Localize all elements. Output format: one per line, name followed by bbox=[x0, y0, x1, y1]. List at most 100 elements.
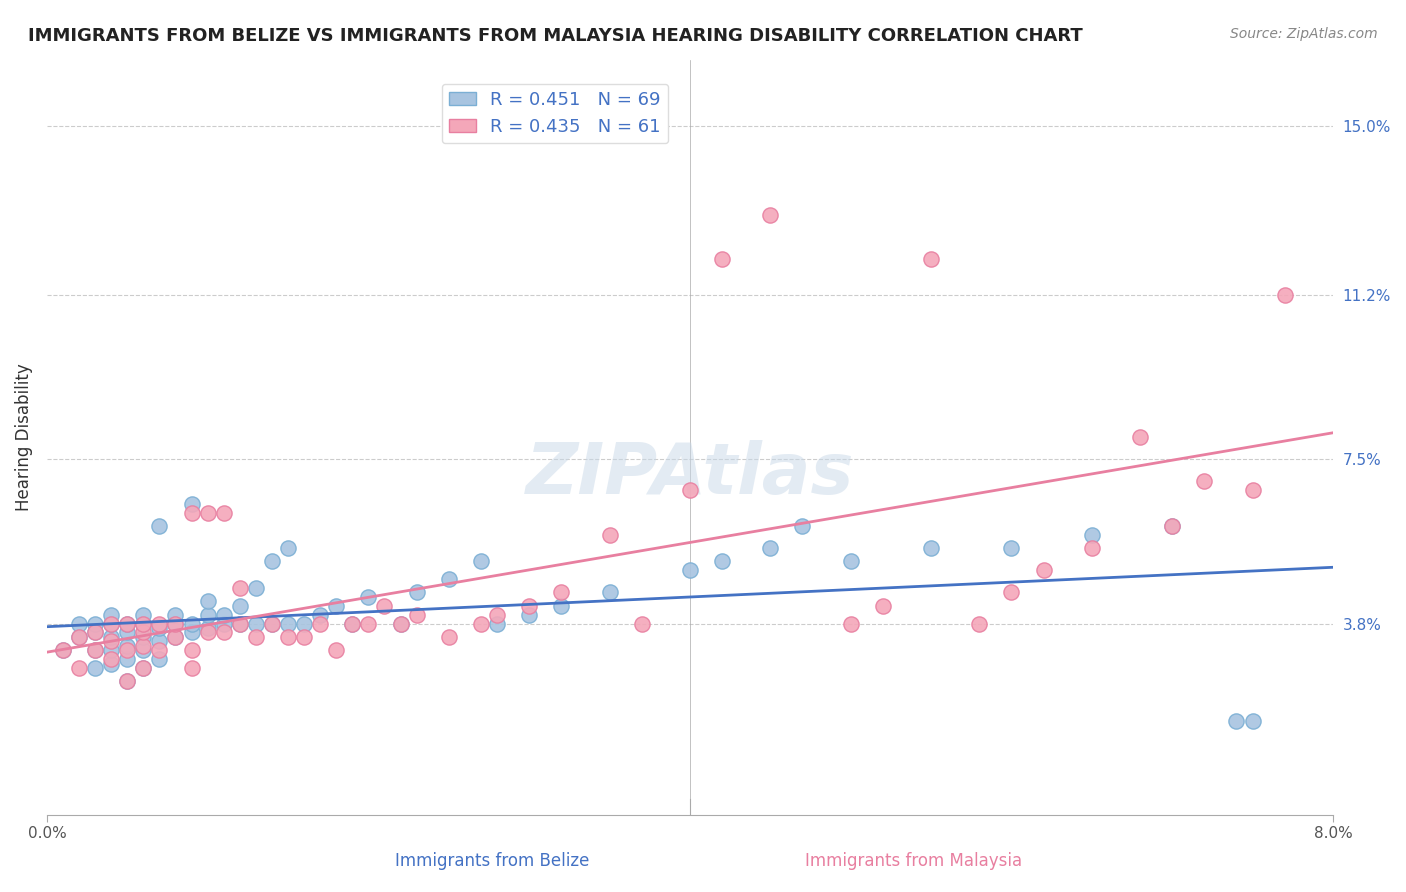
Point bbox=[679, 483, 702, 498]
Point bbox=[517, 599, 540, 613]
Point bbox=[52, 643, 75, 657]
Point bbox=[148, 652, 170, 666]
Point bbox=[84, 661, 107, 675]
Text: IMMIGRANTS FROM BELIZE VS IMMIGRANTS FROM MALAYSIA HEARING DISABILITY CORRELATIO: IMMIGRANTS FROM BELIZE VS IMMIGRANTS FRO… bbox=[28, 27, 1083, 45]
Point bbox=[292, 630, 315, 644]
Point bbox=[212, 616, 235, 631]
Point bbox=[309, 616, 332, 631]
Point bbox=[212, 625, 235, 640]
Point bbox=[373, 599, 395, 613]
Point bbox=[599, 585, 621, 599]
Point bbox=[357, 616, 380, 631]
Point bbox=[132, 625, 155, 640]
Point bbox=[132, 616, 155, 631]
Point bbox=[292, 616, 315, 631]
Point bbox=[180, 661, 202, 675]
Point bbox=[84, 625, 107, 640]
Point bbox=[52, 643, 75, 657]
Point bbox=[148, 621, 170, 635]
Point bbox=[117, 616, 139, 631]
Point bbox=[711, 554, 734, 568]
Point bbox=[967, 616, 990, 631]
Point bbox=[711, 252, 734, 267]
Point bbox=[100, 630, 122, 644]
Point bbox=[260, 554, 283, 568]
Point bbox=[245, 581, 267, 595]
Point bbox=[117, 674, 139, 689]
Point bbox=[229, 581, 252, 595]
Point bbox=[630, 616, 652, 631]
Point bbox=[1274, 288, 1296, 302]
Point bbox=[132, 607, 155, 622]
Point bbox=[1032, 563, 1054, 577]
Point bbox=[389, 616, 412, 631]
Point bbox=[277, 630, 299, 644]
Point bbox=[132, 661, 155, 675]
Point bbox=[117, 652, 139, 666]
Text: ZIPAtlas: ZIPAtlas bbox=[526, 441, 855, 509]
Point bbox=[1000, 585, 1022, 599]
Point bbox=[920, 541, 942, 555]
Point bbox=[100, 652, 122, 666]
Point bbox=[197, 607, 219, 622]
Point bbox=[437, 630, 460, 644]
Point bbox=[67, 630, 90, 644]
Point bbox=[342, 616, 364, 631]
Point bbox=[229, 599, 252, 613]
Point bbox=[117, 674, 139, 689]
Point bbox=[117, 639, 139, 653]
Point bbox=[180, 625, 202, 640]
Text: Source: ZipAtlas.com: Source: ZipAtlas.com bbox=[1230, 27, 1378, 41]
Point bbox=[212, 607, 235, 622]
Point bbox=[437, 572, 460, 586]
Point bbox=[148, 519, 170, 533]
Point bbox=[405, 585, 427, 599]
Point bbox=[100, 643, 122, 657]
Point bbox=[100, 616, 122, 631]
Point bbox=[132, 661, 155, 675]
Point bbox=[197, 621, 219, 635]
Point bbox=[165, 616, 187, 631]
Text: Immigrants from Belize: Immigrants from Belize bbox=[395, 852, 589, 870]
Point bbox=[325, 643, 347, 657]
Point bbox=[67, 616, 90, 631]
Point bbox=[1225, 714, 1247, 729]
Point bbox=[342, 616, 364, 631]
Point bbox=[517, 607, 540, 622]
Point bbox=[1161, 519, 1184, 533]
Point bbox=[839, 554, 862, 568]
Point bbox=[165, 630, 187, 644]
Point bbox=[1241, 483, 1264, 498]
Point bbox=[229, 616, 252, 631]
Point bbox=[100, 657, 122, 671]
Point bbox=[84, 625, 107, 640]
Point bbox=[84, 643, 107, 657]
Point bbox=[84, 616, 107, 631]
Point bbox=[277, 541, 299, 555]
Point bbox=[180, 497, 202, 511]
Point bbox=[1081, 527, 1104, 541]
Point bbox=[920, 252, 942, 267]
Point bbox=[132, 630, 155, 644]
Point bbox=[165, 630, 187, 644]
Point bbox=[599, 527, 621, 541]
Point bbox=[839, 616, 862, 631]
Point bbox=[148, 643, 170, 657]
Point bbox=[100, 607, 122, 622]
Point bbox=[309, 607, 332, 622]
Point bbox=[67, 630, 90, 644]
Point bbox=[180, 506, 202, 520]
Point bbox=[1194, 475, 1216, 489]
Point bbox=[759, 208, 782, 222]
Point bbox=[1129, 430, 1152, 444]
Point bbox=[117, 643, 139, 657]
Point bbox=[759, 541, 782, 555]
Point bbox=[197, 506, 219, 520]
Point bbox=[470, 616, 492, 631]
Point bbox=[148, 634, 170, 648]
Point bbox=[679, 563, 702, 577]
Point bbox=[229, 616, 252, 631]
Point bbox=[485, 616, 508, 631]
Point bbox=[84, 643, 107, 657]
Point bbox=[260, 616, 283, 631]
